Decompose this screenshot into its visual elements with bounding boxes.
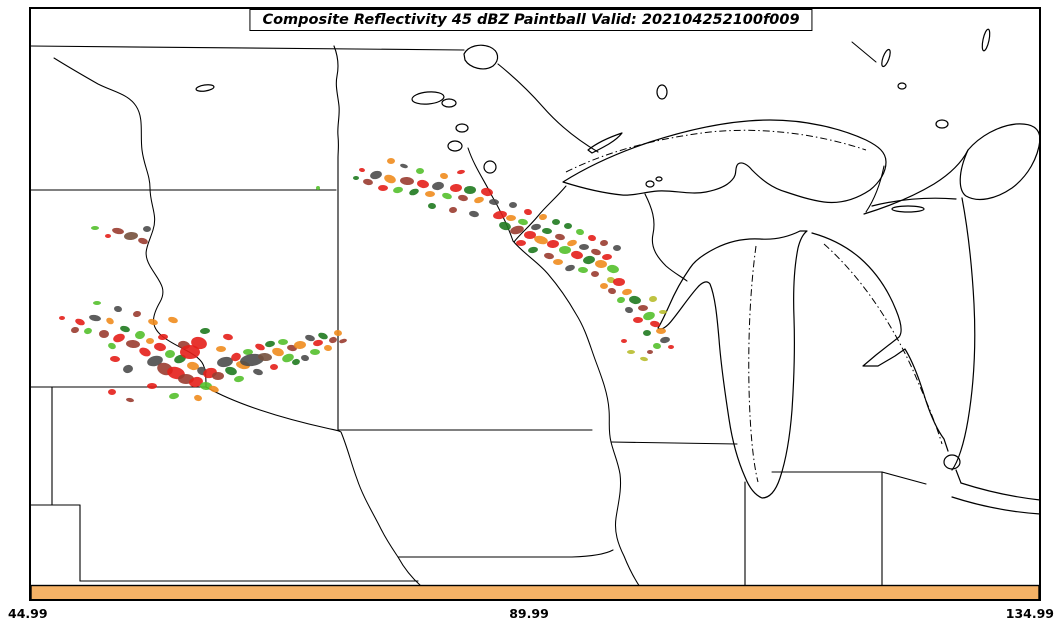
missouri-river-nd bbox=[53, 57, 151, 189]
border-ia-mo bbox=[397, 549, 614, 558]
map-frame-bg bbox=[30, 8, 1040, 600]
water-boundaries-layer bbox=[565, 129, 943, 483]
apostle-island bbox=[655, 176, 663, 182]
st-marys-river bbox=[865, 165, 885, 213]
lake-st-clair bbox=[943, 454, 961, 470]
ontario-lake bbox=[881, 48, 891, 68]
map-frame-border bbox=[29, 7, 1041, 601]
border-mi-wi bbox=[644, 193, 688, 282]
lake-erie-south-shore bbox=[951, 496, 1041, 515]
ottawa-river bbox=[851, 41, 877, 63]
border-mn-west bbox=[333, 45, 340, 431]
ontario-bruce-shore bbox=[863, 149, 969, 215]
north-channel-shore bbox=[871, 197, 957, 207]
small-lake bbox=[441, 98, 457, 108]
devils-lake bbox=[195, 84, 215, 92]
border-mn-canada bbox=[497, 63, 599, 153]
red-lake bbox=[411, 91, 445, 105]
border-wi-il bbox=[610, 441, 738, 445]
lake-of-the-woods bbox=[463, 44, 499, 70]
lake-michigan bbox=[657, 230, 808, 499]
ontario-lake bbox=[897, 82, 907, 90]
mississippi-river bbox=[512, 240, 641, 588]
x-tick-right: 134.99 bbox=[1005, 606, 1054, 621]
superior-intl-border bbox=[565, 129, 867, 173]
border-canada-west bbox=[29, 45, 465, 51]
title-box: Composite Reflectivity 45 dBZ Paintball … bbox=[249, 9, 813, 31]
state-borders-layer bbox=[29, 45, 927, 587]
st-croix-river bbox=[513, 185, 567, 243]
paintball-layer bbox=[59, 158, 674, 403]
x-tick-left: 44.99 bbox=[8, 606, 48, 621]
ontario-lake bbox=[981, 28, 991, 52]
border-mi-oh bbox=[881, 471, 927, 485]
lake-winnibigoshish bbox=[455, 123, 469, 133]
isle-royale bbox=[587, 132, 623, 154]
ontario-lake bbox=[935, 119, 949, 129]
huron-intl-border bbox=[823, 243, 943, 445]
colorbar bbox=[30, 584, 1040, 601]
lake-huron-east-shore bbox=[951, 197, 976, 471]
detroit-river bbox=[955, 469, 962, 484]
lake-nipigon bbox=[656, 84, 668, 100]
leech-lake bbox=[447, 140, 463, 152]
x-tick-center: 89.99 bbox=[509, 606, 549, 621]
missouri-river-ne bbox=[205, 386, 422, 587]
apostle-island bbox=[645, 180, 655, 188]
lake-superior bbox=[562, 119, 887, 204]
map-title: Composite Reflectivity 45 dBZ Paintball … bbox=[262, 12, 800, 28]
georgian-bay bbox=[959, 123, 1041, 201]
lake-erie-north-shore bbox=[960, 482, 1041, 501]
manitoulin-island bbox=[891, 205, 925, 213]
lakes-layer bbox=[195, 28, 1041, 499]
missouri-river-sd bbox=[145, 187, 207, 388]
mille-lacs-lake bbox=[483, 160, 497, 174]
rivers-layer bbox=[53, 41, 885, 588]
